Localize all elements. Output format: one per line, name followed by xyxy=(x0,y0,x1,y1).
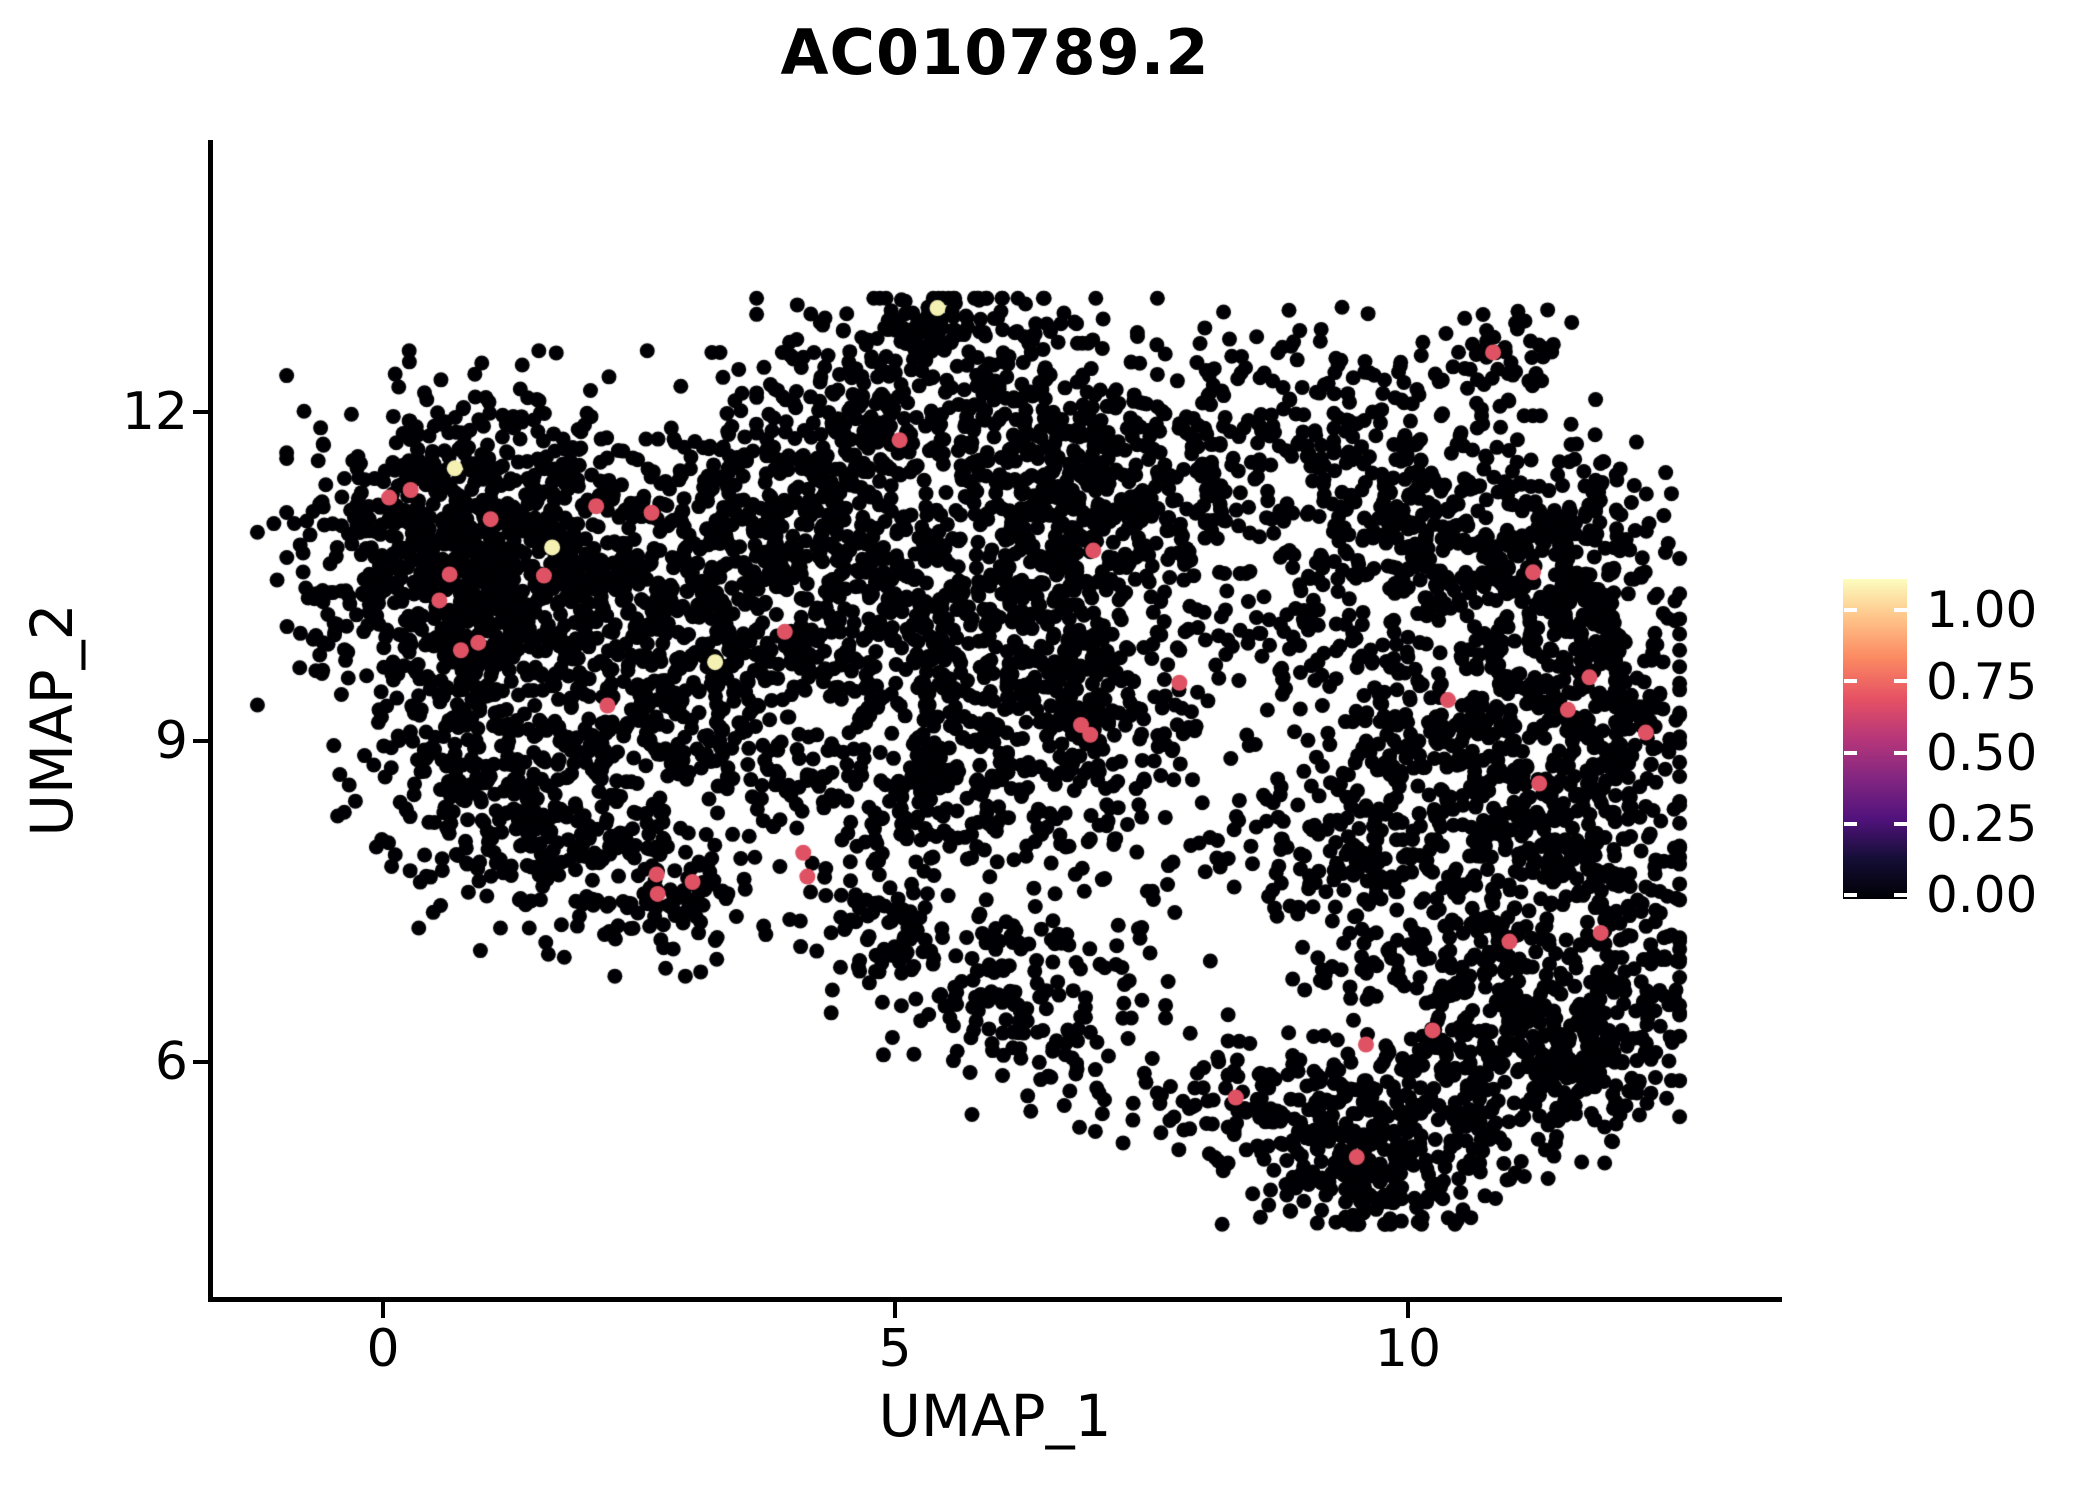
y-tick-mark-12 xyxy=(193,410,208,414)
colorbar-label-1.00: 1.00 xyxy=(1926,581,2038,639)
x-axis-spine xyxy=(208,1297,1782,1302)
colorbar-tick-0.25-right xyxy=(1894,822,1907,826)
colorbar-tick-0.50-left xyxy=(1844,751,1857,755)
colorbar-label-0.50: 0.50 xyxy=(1926,724,2038,782)
y-tick-label-12: 12 xyxy=(121,382,188,442)
colorbar-label-0.75: 0.75 xyxy=(1926,653,2038,711)
x-tick-label-10: 10 xyxy=(1374,1319,1442,1379)
colorbar-label-0.25: 0.25 xyxy=(1926,795,2038,853)
x-tick-mark-10 xyxy=(1406,1302,1410,1318)
colorbar-tick-1.00-right xyxy=(1894,608,1907,612)
y-axis-label: UMAP_2 xyxy=(18,603,86,837)
y-axis-spine xyxy=(208,140,213,1301)
colorbar-tick-0.75-left xyxy=(1844,679,1857,683)
colorbar-tick-0.50-right xyxy=(1894,751,1907,755)
colorbar-tick-0.00-right xyxy=(1894,893,1907,897)
colorbar-label-0.00: 0.00 xyxy=(1926,866,2038,924)
x-tick-mark-0 xyxy=(381,1302,385,1318)
colorbar-tick-0.25-left xyxy=(1844,822,1857,826)
x-tick-label-0: 0 xyxy=(366,1319,400,1379)
x-axis-label: UMAP_1 xyxy=(878,1382,1112,1450)
x-tick-mark-5 xyxy=(893,1302,897,1318)
y-tick-mark-6 xyxy=(193,1060,208,1064)
colorbar-tick-1.00-left xyxy=(1844,608,1857,612)
colorbar-tick-0.75-right xyxy=(1894,679,1907,683)
colorbar-tick-0.00-left xyxy=(1844,893,1857,897)
y-tick-mark-9 xyxy=(193,739,208,743)
colorbar-gradient xyxy=(1843,579,1907,899)
umap-scatter-canvas xyxy=(210,138,1790,1310)
plot-title: AC010789.2 xyxy=(780,16,1210,89)
y-tick-label-6: 6 xyxy=(154,1032,188,1092)
y-tick-label-9: 9 xyxy=(154,711,188,771)
x-tick-label-5: 5 xyxy=(878,1319,912,1379)
